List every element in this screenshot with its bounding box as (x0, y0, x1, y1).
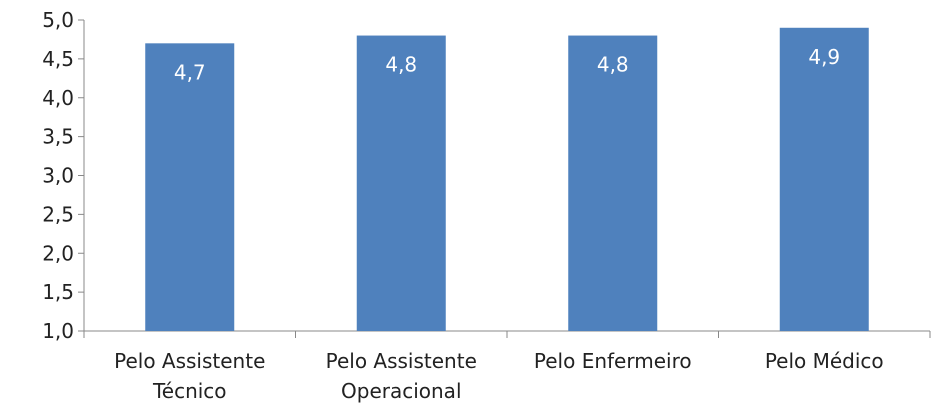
category-label-line: Técnico (152, 379, 227, 403)
category-label-line: Pelo Enfermeiro (534, 349, 692, 373)
bar (356, 35, 446, 332)
y-tick-label: 2,0 (42, 241, 74, 265)
category-label-line: Pelo Médico (765, 349, 884, 373)
y-tick-label: 3,0 (42, 164, 74, 188)
category-label-line: Pelo Assistente (326, 349, 477, 373)
data-label: 4,8 (385, 53, 417, 77)
category-label-line: Pelo Assistente (114, 349, 265, 373)
y-tick-label: 3,5 (42, 125, 74, 149)
data-labels: 4,7 4,8 4,8 4,9 (174, 45, 840, 85)
category-label: Pelo Assistente Técnico (114, 349, 265, 403)
y-axis: 1,0 1,5 2,0 2,5 3,0 3,5 4,0 4,5 5,0 (42, 8, 85, 343)
x-axis: Pelo Assistente Técnico Pelo Assistente Ope… (83, 330, 931, 403)
y-tick-label: 4,5 (42, 47, 74, 71)
category-label: Pelo Enfermeiro (534, 349, 692, 373)
bar (568, 35, 658, 332)
data-label: 4,8 (597, 53, 629, 77)
bars (145, 27, 869, 332)
bar (145, 43, 235, 331)
category-label: Pelo Assistente Operacional (326, 349, 477, 403)
y-tick-label: 4,0 (42, 86, 74, 110)
category-label-line: Operacional (341, 379, 462, 403)
data-label: 4,9 (808, 45, 840, 69)
category-label: Pelo Médico (765, 349, 884, 373)
y-tick-label: 1,0 (42, 319, 74, 343)
y-tick-label: 2,5 (42, 202, 74, 226)
y-tick-label: 1,5 (42, 280, 74, 304)
data-label: 4,7 (174, 60, 206, 84)
y-tick-label: 5,0 (42, 8, 74, 32)
bar (779, 27, 869, 332)
